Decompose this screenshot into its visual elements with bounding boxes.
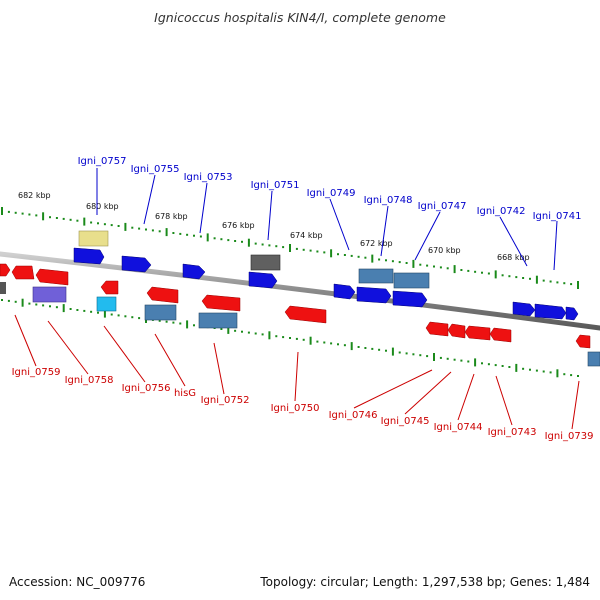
gene-label[interactable]: Igni_0741 [533,211,582,222]
gene-label[interactable]: Igni_0739 [545,431,594,442]
gene-label[interactable]: Igni_0743 [488,427,537,438]
gene-label[interactable]: Igni_0756 [122,383,171,394]
gene-arrow[interactable] [100,280,119,295]
gene-arrow[interactable] [534,303,567,320]
kbp-label: 678 kbp [155,212,188,221]
gene-arrow[interactable] [392,290,428,308]
gene-block[interactable] [250,254,281,271]
gene-label[interactable]: Igni_0752 [201,395,250,406]
gene-arrow[interactable] [464,325,491,341]
tick-track-lower [1,298,579,378]
gene-arrow[interactable] [356,286,392,304]
gene-arrow[interactable] [73,247,105,265]
gene-block[interactable] [32,286,67,303]
gene-glyphs [0,230,600,367]
gene-block[interactable] [96,296,117,312]
gene-arrow[interactable] [489,327,512,343]
gene-label[interactable]: Igni_0746 [329,410,378,421]
reverse-connectors [14,314,580,430]
gene-label[interactable]: Igni_0750 [271,403,320,414]
gene-label[interactable]: Igni_0745 [381,416,430,427]
kbp-label: 670 kbp [428,246,461,255]
kbp-label: 672 kbp [360,239,393,248]
gene-label[interactable]: Igni_0747 [418,201,467,212]
gene-label[interactable]: Igni_0744 [434,422,483,433]
gene-arrow[interactable] [425,321,449,337]
gene-block[interactable] [78,230,109,247]
gene-arrow[interactable] [146,286,179,304]
gene-label[interactable]: Igni_0758 [65,375,114,386]
accession-text: Accession: NC_009776 [9,575,145,589]
kbp-scale: 682 kbp 680 kbp 678 kbp 676 kbp 674 kbp … [18,191,530,262]
gene-arrow[interactable] [35,268,69,286]
forward-gene-labels: Igni_0757 Igni_0755 Igni_0753 Igni_0751 … [78,156,582,222]
gene-arrow[interactable] [447,323,466,339]
gene-arrow[interactable] [333,283,356,300]
gene-block[interactable] [0,282,6,294]
kbp-label: 680 kbp [86,202,119,211]
gene-block[interactable] [358,268,394,284]
gene-block[interactable] [198,312,238,329]
kbp-label: 682 kbp [18,191,51,200]
gene-arrow[interactable] [182,263,206,280]
forward-connectors [96,168,558,271]
kbp-label: 668 kbp [497,253,530,262]
gene-block[interactable] [144,304,177,321]
gene-arrow[interactable] [575,334,591,349]
map-title: Ignicoccus hospitalis KIN4/I, complete g… [154,10,446,25]
kbp-label: 676 kbp [222,221,255,230]
genome-backbone [0,251,600,331]
gene-label[interactable]: Igni_0751 [251,180,300,191]
gene-label[interactable]: Igni_0748 [364,195,413,206]
gene-label[interactable]: Igni_0749 [307,188,356,199]
gene-label[interactable]: Igni_0755 [131,164,180,175]
gene-label[interactable]: Igni_0759 [12,367,61,378]
gene-arrow[interactable] [512,301,536,317]
gene-arrow[interactable] [565,306,579,321]
gene-label[interactable]: Igni_0753 [184,172,233,183]
kbp-label: 674 kbp [290,231,323,240]
gene-arrow[interactable] [248,271,278,289]
gene-arrow[interactable] [284,305,327,324]
genome-summary-text: Topology: circular; Length: 1,297,538 bp… [259,575,590,589]
reverse-gene-labels: Igni_0759 Igni_0758 Igni_0756 hisG Igni_… [12,367,594,442]
gene-block[interactable] [393,272,430,289]
tick-track-upper [1,207,579,289]
gene-label[interactable]: hisG [174,388,196,399]
gene-arrow[interactable] [0,263,11,277]
gene-arrow[interactable] [201,294,241,312]
gene-arrow[interactable] [11,265,35,280]
gene-arrow[interactable] [121,255,152,273]
gene-block[interactable] [587,351,600,367]
gene-label[interactable]: Igni_0757 [78,156,127,167]
gene-label[interactable]: Igni_0742 [477,206,526,217]
